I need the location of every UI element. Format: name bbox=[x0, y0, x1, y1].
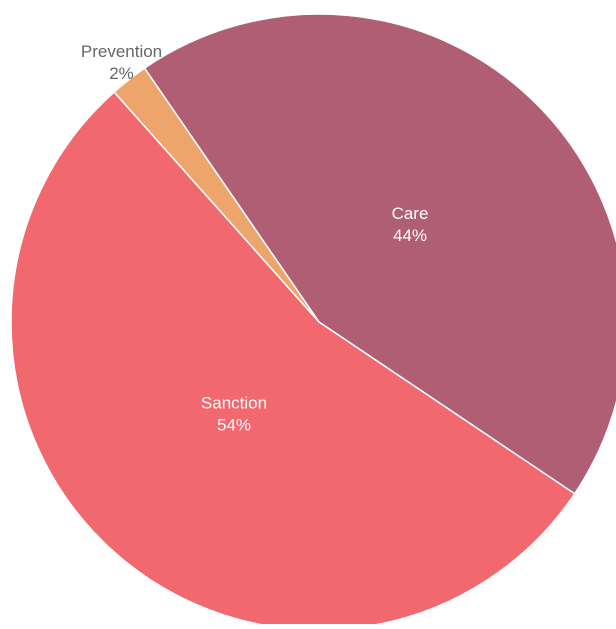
slice-label-sanction: Sanction bbox=[201, 394, 267, 413]
slice-percent-care: 44% bbox=[393, 226, 427, 245]
slice-percent-sanction: 54% bbox=[217, 416, 251, 435]
pie-labels: Care 44% Sanction 54% Prevention 2% bbox=[81, 42, 429, 434]
pie-slice-prevention bbox=[113, 67, 320, 323]
slice-percent-prevention: 2% bbox=[109, 64, 134, 83]
pie-slice-care bbox=[143, 13, 616, 495]
slice-label-prevention: Prevention bbox=[81, 42, 162, 61]
slice-label-care: Care bbox=[392, 204, 429, 223]
pie-slices bbox=[10, 13, 616, 629]
pie-slice-sanction bbox=[10, 91, 576, 629]
